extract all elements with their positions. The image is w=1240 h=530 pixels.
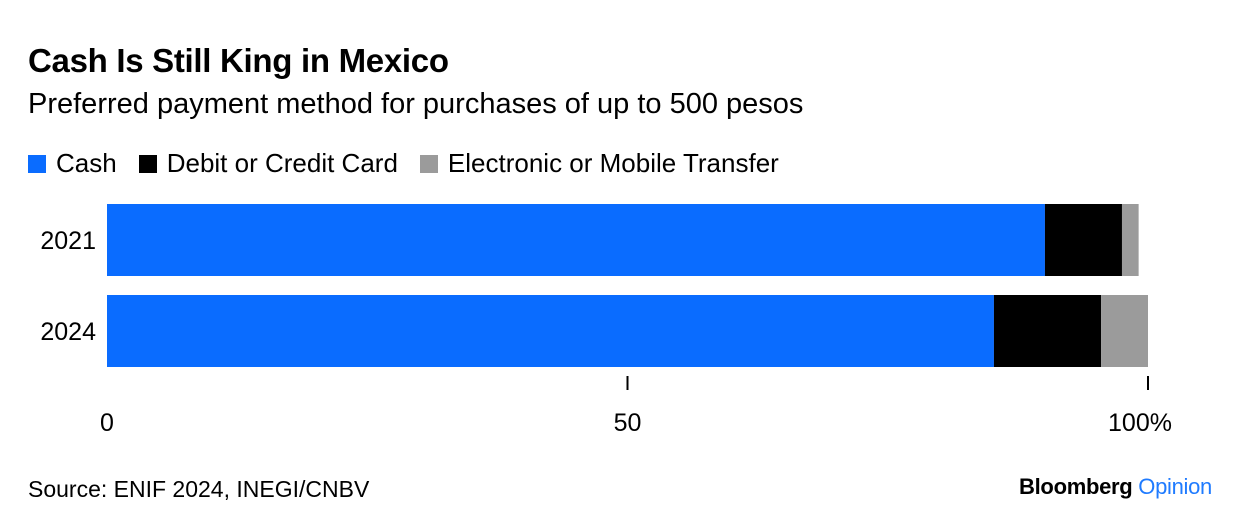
brand-name: Bloomberg: [1019, 474, 1133, 499]
category-label-2024: 2024: [40, 318, 96, 346]
brand-suffix: Opinion: [1138, 474, 1212, 499]
x-tick-label-50: 50: [614, 409, 642, 437]
bar-segment-2024-debit-or-credit-card: [993, 295, 1102, 367]
x-tick-label-100: 100%: [1108, 409, 1172, 437]
stacked-bar-chart: 2021 2024 0 50 100%: [40, 204, 1172, 437]
bar-segment-2021-cash: [107, 204, 1045, 276]
bar-segment-2024-cash: [107, 295, 994, 367]
chart-subtitle: Preferred payment method for purchases o…: [28, 88, 804, 120]
legend-item-transfer: Electronic or Mobile Transfer: [419, 148, 779, 179]
legend-swatch-transfer: [419, 154, 438, 173]
legend-label-card: Debit or Credit Card: [166, 148, 398, 178]
legend-label-cash: Cash: [56, 148, 117, 178]
legend-item-cash: Cash: [28, 148, 117, 179]
category-label-2021: 2021: [40, 227, 96, 255]
x-tick-label-0: 0: [100, 409, 114, 437]
legend-item-card: Debit or Credit Card: [138, 148, 398, 179]
bar-segment-2021-debit-or-credit-card: [1044, 204, 1122, 276]
brand-logo: Bloomberg Opinion: [1019, 474, 1212, 500]
source-note: Source: ENIF 2024, INEGI/CNBV: [28, 476, 370, 502]
legend-swatch-cash: [28, 154, 46, 173]
bar-segment-2024-electronic-or-mobile-transfer: [1101, 295, 1148, 367]
chart-title: Cash Is Still King in Mexico: [28, 42, 449, 79]
bar-segment-2021-electronic-or-mobile-transfer: [1121, 204, 1139, 276]
legend: Cash Debit or Credit Card Electronic or …: [28, 148, 801, 179]
legend-swatch-card: [138, 154, 157, 173]
legend-label-transfer: Electronic or Mobile Transfer: [447, 148, 779, 178]
